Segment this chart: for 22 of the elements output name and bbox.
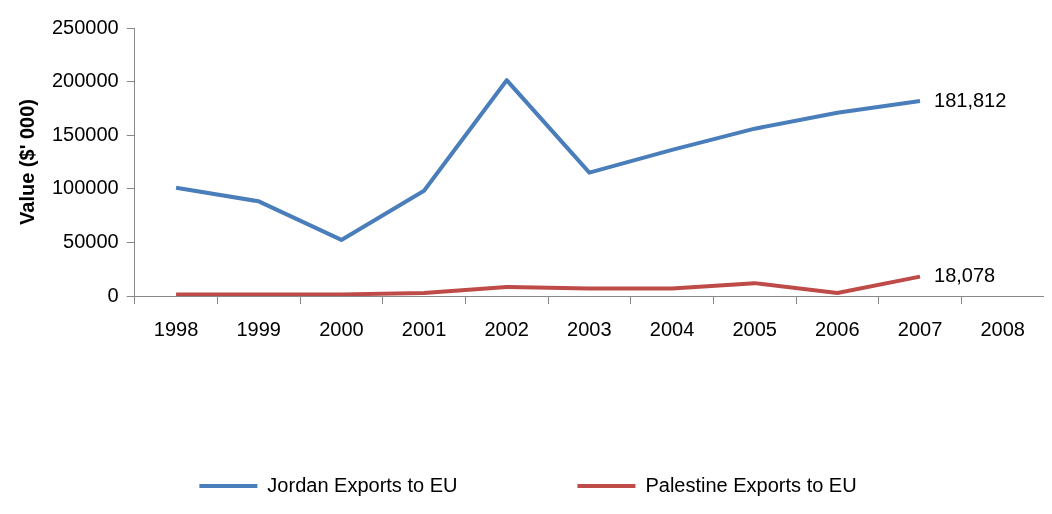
x-tick-label: 2000 [319,317,364,340]
data-label: 181,812 [934,88,1007,111]
x-tick-label: 2002 [484,317,529,340]
y-tick-label: 150000 [51,122,119,145]
x-tick-label: 2004 [649,317,695,340]
x-tick-label: 2005 [732,317,777,340]
legend-label: Palestine Exports to EU [645,473,857,496]
y-tick-label: 200000 [51,69,119,92]
y-tick-label: 50000 [63,229,119,252]
x-tick-label: 1998 [153,317,199,340]
data-label: 18,078 [934,264,996,287]
y-tick-label: 100000 [51,176,119,199]
legend-label: Jordan Exports to EU [267,473,458,496]
x-tick-label: 2007 [897,317,943,340]
x-tick-label: 2001 [401,317,447,340]
y-tick-label: 250000 [51,15,119,38]
x-tick-label: 2003 [567,317,612,340]
y-axis-title: Value ($' 000) [15,99,38,225]
y-tick-label: 0 [107,283,119,306]
x-tick-label: 2006 [815,317,860,340]
x-tick-label: 1999 [236,317,281,340]
x-tick-label: 2008 [980,317,1025,340]
